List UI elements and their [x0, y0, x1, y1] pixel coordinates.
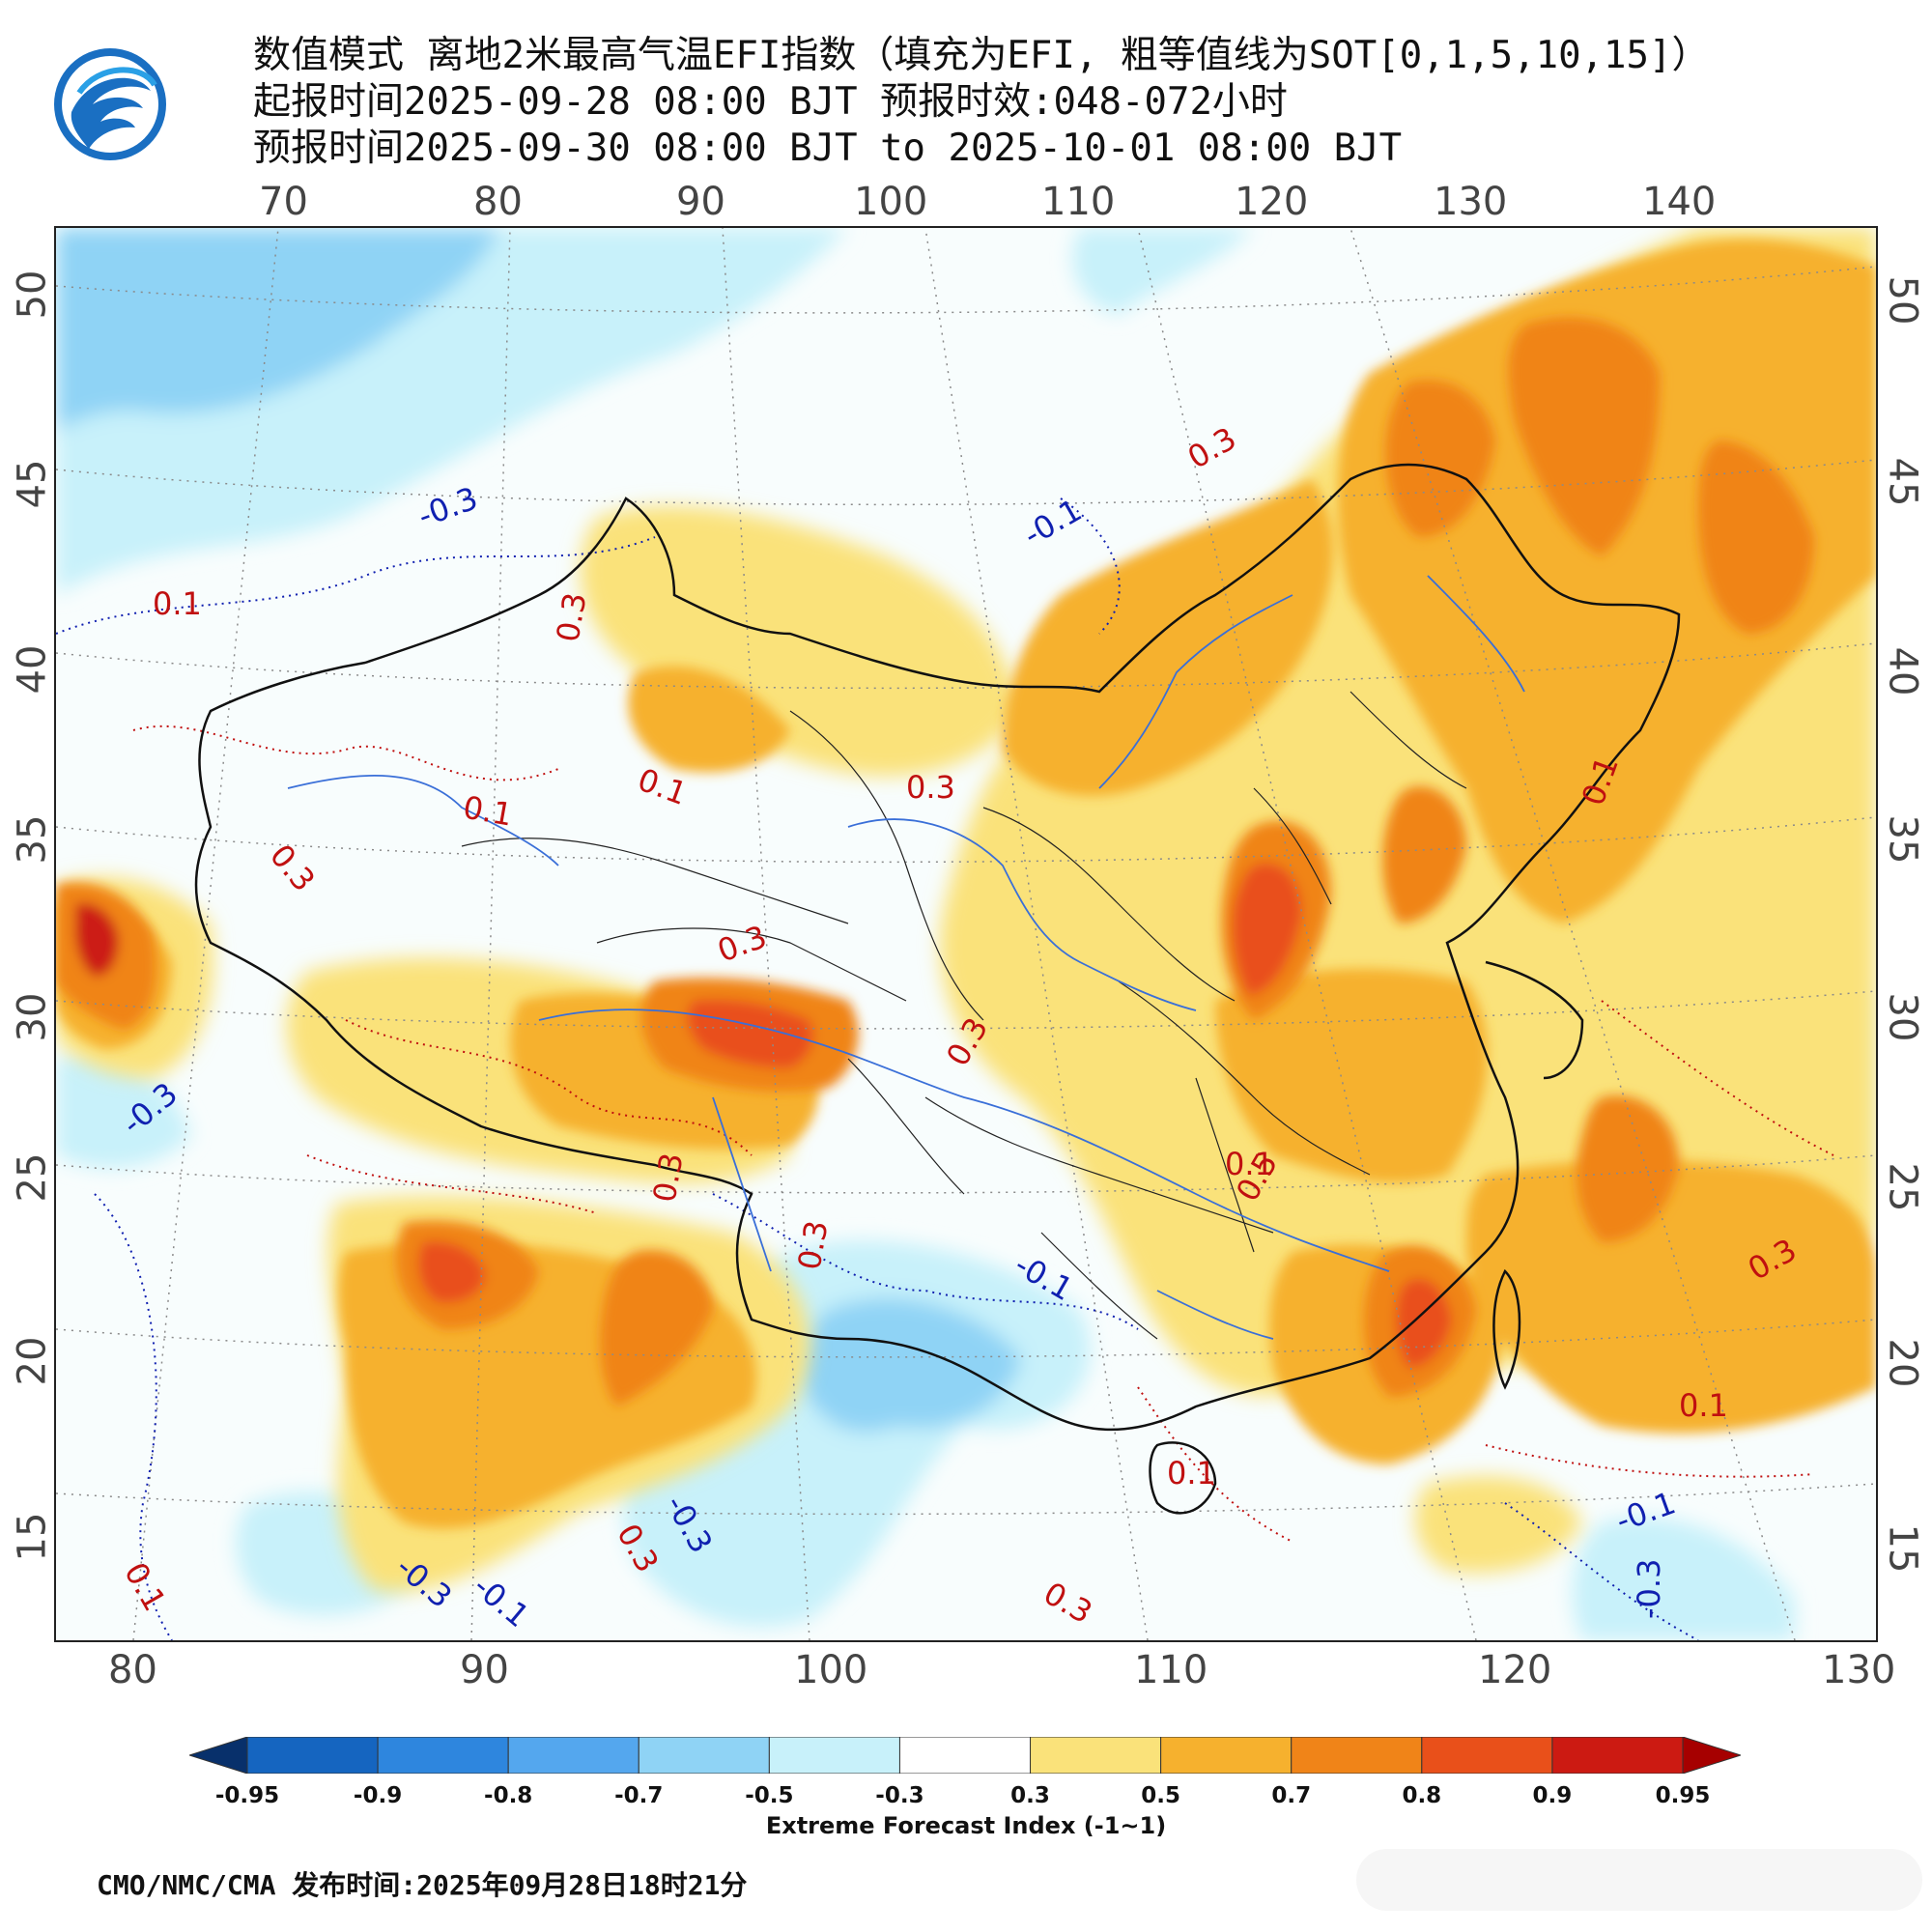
colorbar-tick-label: -0.95	[214, 1783, 280, 1808]
colorbar-tick-label: 0.8	[1402, 1783, 1442, 1808]
bottom-lon-tick: 130	[1822, 1648, 1896, 1692]
contour-label: -0.3	[1631, 1559, 1667, 1619]
right-lat-tick: 15	[1880, 1523, 1925, 1574]
top-lon-tick: 110	[1041, 180, 1116, 224]
colorbar-segment	[1160, 1737, 1293, 1774]
colorbar-tick-label: -0.3	[875, 1783, 924, 1808]
contour-label: 0.1	[461, 788, 516, 833]
colorbar-tick-label: -0.8	[484, 1783, 533, 1808]
contour-label: 0.1	[1679, 1387, 1728, 1424]
right-lat-tick: 35	[1880, 814, 1925, 865]
top-lon-tick: 140	[1642, 180, 1717, 224]
colorbar	[189, 1737, 1741, 1774]
right-lat-tick: 50	[1880, 275, 1925, 326]
right-lat-tick: 25	[1880, 1162, 1925, 1212]
right-lat-tick: 20	[1880, 1338, 1925, 1388]
contour-label: 0.3	[906, 769, 955, 806]
colorbar-segment	[1291, 1737, 1423, 1774]
bottom-lon-tick: 90	[460, 1648, 509, 1692]
colorbar-segment	[246, 1737, 379, 1774]
right-lat-tick: 45	[1880, 457, 1925, 507]
right-lat-tick: 40	[1880, 646, 1925, 696]
rivers	[287, 575, 1525, 1340]
warm-anomaly-fill-red	[56, 317, 1814, 1406]
left-lat-tick: 25	[10, 1152, 55, 1203]
left-lat-tick: 40	[10, 644, 55, 695]
efi-map: 0.3 -0.3 0.1 -0.1 0.3 0.1 0.3 0.1 0.3 0.…	[54, 226, 1878, 1642]
colorbar-segment	[1551, 1737, 1684, 1774]
top-lon-tick: 70	[259, 180, 308, 224]
colorbar-tick-label: 0.3	[1010, 1783, 1050, 1808]
bottom-lon-tick: 100	[794, 1648, 868, 1692]
contour-label: 0.3	[645, 1151, 690, 1206]
top-lon-tick: 90	[676, 180, 725, 224]
colorbar-tick-label: -0.5	[745, 1783, 794, 1808]
bottom-lon-tick: 110	[1134, 1648, 1208, 1692]
contour-label: 0.3	[549, 590, 593, 645]
left-lat-tick: 20	[10, 1336, 55, 1386]
colorbar-tick-label: 0.9	[1532, 1783, 1573, 1808]
cool-anomaly-fill	[56, 228, 1876, 1640]
left-lat-tick: 15	[10, 1512, 55, 1562]
contour-label: 0.1	[1167, 1455, 1216, 1492]
title-line-1: 数值模式 离地2米最高气温EFI指数（填充为EFI, 粗等值线为SOT[0,1,…	[253, 34, 1710, 77]
top-lon-tick: 100	[854, 180, 928, 224]
bottom-lon-tick: 120	[1478, 1648, 1552, 1692]
efi-contours-dotted	[56, 497, 1834, 1640]
contour-label: 0.1	[1225, 1146, 1274, 1182]
bottom-lon-tick: 80	[108, 1648, 157, 1692]
province-boundaries	[461, 691, 1467, 1340]
title-line-2: 起报时间2025-09-28 08:00 BJT 预报时效:048-072小时	[253, 80, 1288, 124]
colorbar-title: Extreme Forecast Index (-1~1)	[765, 1812, 1167, 1839]
colorbar-segment	[189, 1737, 248, 1774]
colorbar-tick-label: -0.9	[353, 1783, 403, 1808]
colorbar-segment	[768, 1737, 900, 1774]
colorbar-segment	[638, 1737, 770, 1774]
colorbar-segment	[1421, 1737, 1553, 1774]
footer-publish-info: CMO/NMC/CMA 发布时间:2025年09月28日18时21分	[97, 1869, 748, 1901]
contour-label: 0.3	[790, 1218, 835, 1273]
contour-label: 0.1	[153, 585, 202, 622]
left-lat-tick: 50	[10, 270, 55, 320]
colorbar-tick-label: 0.5	[1141, 1783, 1180, 1808]
right-lat-tick: 30	[1880, 992, 1925, 1042]
top-lon-tick: 120	[1235, 180, 1309, 224]
country-boundaries	[194, 463, 1681, 1515]
colorbar-tick-label: 0.7	[1271, 1783, 1312, 1808]
watermark-icon	[1356, 1849, 1922, 1911]
top-lon-tick: 130	[1434, 180, 1508, 224]
left-lat-tick: 30	[10, 992, 55, 1042]
graticule-lines	[56, 228, 1876, 1640]
colorbar-tick-label: 0.95	[1655, 1783, 1711, 1808]
left-lat-tick: 35	[10, 814, 55, 865]
top-lon-tick: 80	[473, 180, 523, 224]
title-line-3: 预报时间2025-09-30 08:00 BJT to 2025-10-01 0…	[253, 127, 1403, 170]
colorbar-segment	[1030, 1737, 1162, 1774]
colorbar-segment	[898, 1737, 1032, 1774]
map-canvas: 0.3 -0.3 0.1 -0.1 0.3 0.1 0.3 0.1 0.3 0.…	[56, 228, 1876, 1640]
title-block: 数值模式 离地2米最高气温EFI指数（填充为EFI, 粗等值线为SOT[0,1,…	[253, 33, 1905, 172]
colorbar-segment	[377, 1737, 509, 1774]
colorbar-segment	[507, 1737, 639, 1774]
left-lat-tick: 45	[10, 459, 55, 509]
colorbar-tick-label: -0.7	[614, 1783, 664, 1808]
colorbar-segment	[1682, 1737, 1741, 1774]
cma-logo-icon	[54, 48, 166, 160]
